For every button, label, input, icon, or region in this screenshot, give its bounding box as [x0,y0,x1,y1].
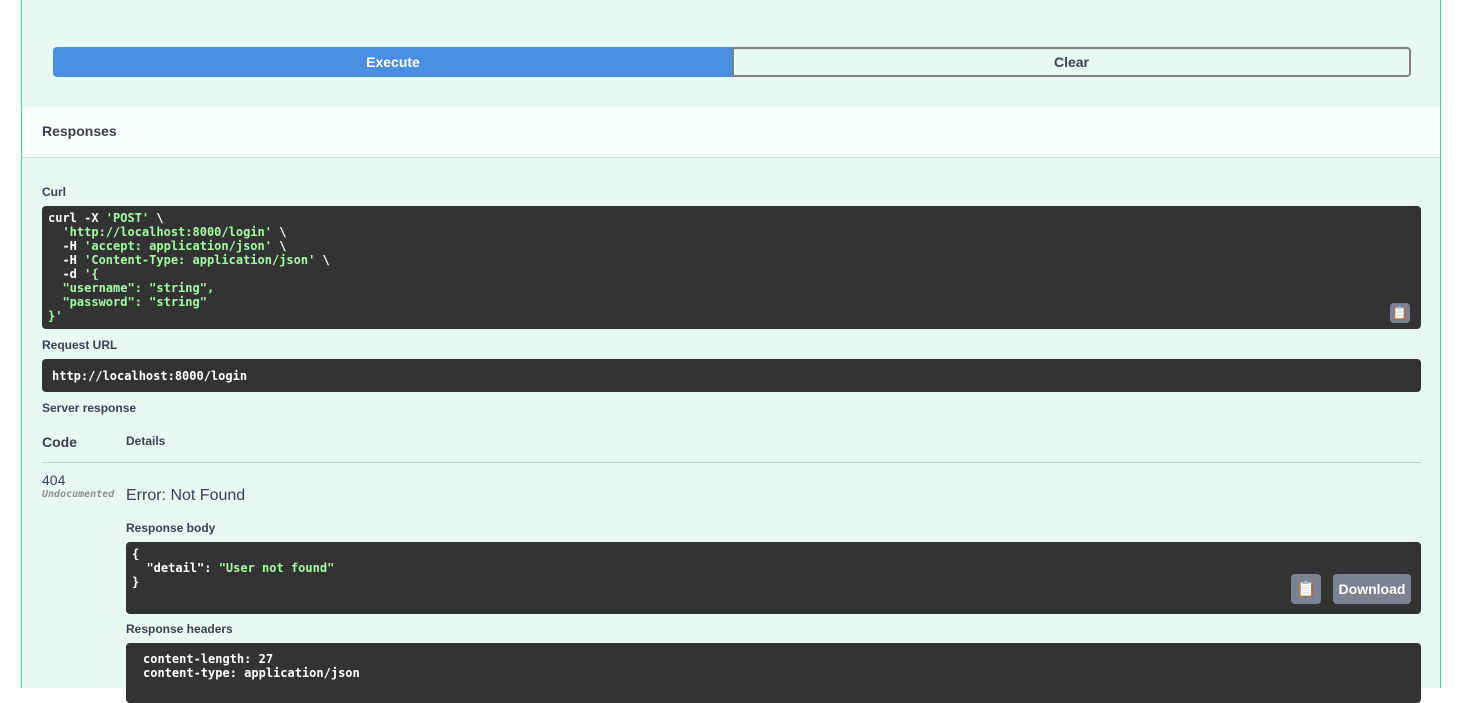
error-message: Error: Not Found [126,487,246,504]
download-button[interactable]: Download [1333,574,1411,604]
body-key: "detail" [132,561,205,575]
copy-body-icon[interactable]: 📋 [1291,574,1321,604]
curl-segment: 'http://localhost:8000/login' [48,225,272,239]
response-body-block: { "detail": "User not found"} [126,542,1421,614]
curl-segment: \ [315,253,330,267]
body-sep: : [204,561,219,575]
curl-segment: 'accept: application/json' [84,239,272,253]
code-column-header: Code [42,434,77,450]
request-url-label: Request URL [42,338,118,352]
curl-line: 'http://localhost:8000/login' \ [48,225,1415,239]
curl-code-block: curl -X 'POST' \ 'http://localhost:8000/… [42,206,1421,329]
header-line: content-length: 27 [143,652,274,666]
clear-button[interactable]: Clear [732,47,1411,77]
curl-line: "username": "string", [48,281,1415,295]
response-code: 404 [42,472,66,488]
response-headers-block: content-length: 27 content-type: applicat… [126,643,1421,703]
curl-segment: '{ [84,267,99,281]
request-url-value: http://localhost:8000/login [42,359,1421,392]
curl-segment: 'POST' [105,211,150,225]
curl-segment: curl -X [48,211,106,225]
curl-line: -d '{ [48,267,1415,281]
curl-segment: "password": "string" [48,295,207,309]
curl-segment: \ [271,225,287,239]
response-headers-label: Response headers [126,622,233,636]
details-column-header: Details [126,434,166,448]
response-body-label: Response body [126,521,216,535]
curl-segment: "username": "string", [48,281,215,295]
undocumented-badge: Undocumented [42,489,115,500]
curl-segment: -d [48,267,85,281]
header-line: content-type: application/json [143,666,360,680]
curl-segment: -H [48,239,85,253]
body-value: "User not found" [218,561,335,575]
curl-segment: }' [48,309,63,323]
execute-button[interactable]: Execute [53,47,733,77]
curl-segment: \ [271,239,287,253]
curl-segment: -H [48,253,85,267]
body-line: "detail": "User not found" [132,561,1415,575]
curl-line: -H 'Content-Type: application/json' \ [48,253,1415,267]
curl-line: curl -X 'POST' \ [48,211,1415,225]
divider [42,462,1421,463]
curl-line: }' [48,309,1415,323]
body-open: { [132,547,140,561]
curl-segment: \ [149,211,164,225]
copy-curl-icon[interactable]: 📋 [1390,303,1410,323]
server-response-label: Server response [42,401,137,415]
curl-label: Curl [42,185,66,199]
curl-segment: 'Content-Type: application/json' [84,253,316,267]
responses-header: Responses [22,107,1440,158]
body-close: } [132,575,140,589]
curl-line: -H 'accept: application/json' \ [48,239,1415,253]
curl-line: "password": "string" [48,295,1415,309]
operation-panel: Execute Clear Responses Curl curl -X 'PO… [21,0,1441,703]
